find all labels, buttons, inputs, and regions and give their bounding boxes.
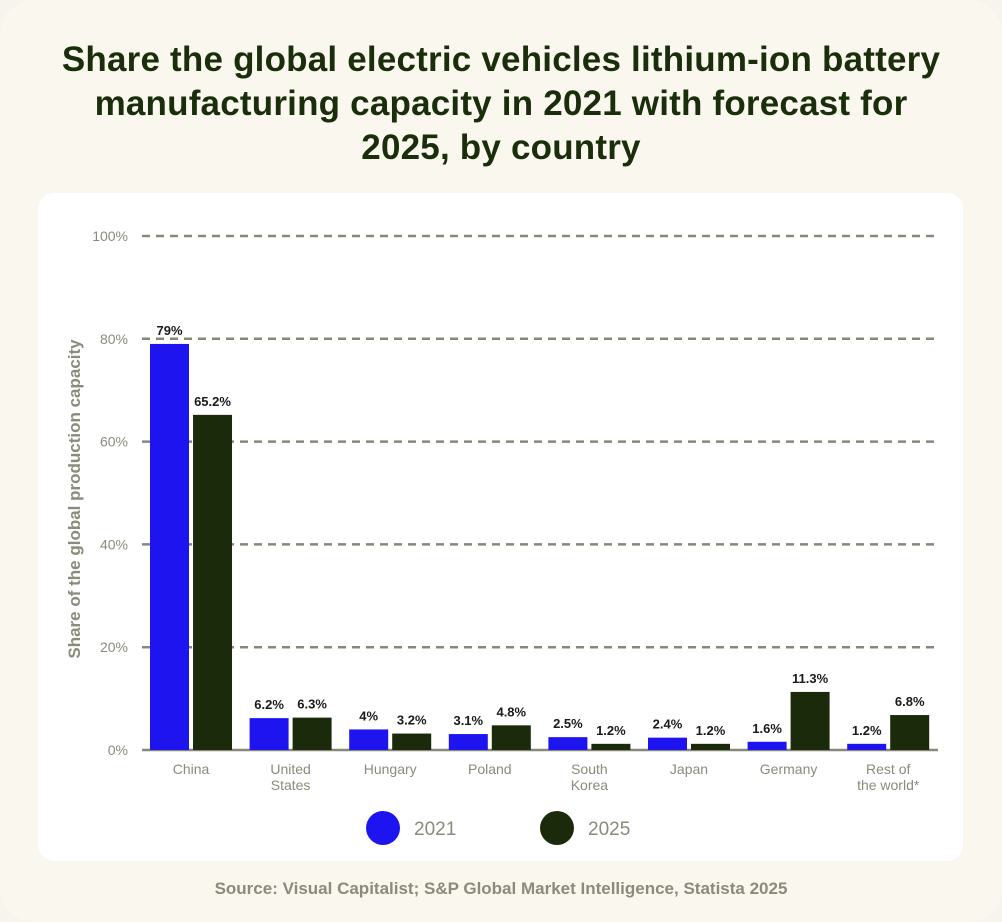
data-label: 4%	[359, 708, 378, 723]
data-label: 65.2%	[194, 394, 231, 409]
data-label: 11.3%	[792, 671, 829, 686]
bar-2025	[591, 743, 631, 750]
data-label: 1.2%	[696, 723, 726, 738]
bar-2025	[392, 733, 432, 750]
x-tick-label: the world*	[857, 777, 920, 793]
x-tick-label: Korea	[571, 777, 609, 793]
bar-2021	[448, 734, 488, 750]
y-tick-label: 100%	[92, 228, 128, 244]
bar-2025	[890, 715, 930, 750]
bar-2021	[747, 741, 787, 750]
bar-2025	[193, 414, 232, 750]
x-tick-label: Germany	[760, 761, 818, 777]
x-tick-label: Rest of	[866, 761, 910, 777]
y-tick-label: 20%	[100, 639, 128, 655]
bar-2025	[790, 691, 830, 750]
data-label: 1.2%	[596, 723, 626, 738]
data-label: 1.2%	[852, 723, 882, 738]
data-label: 4.8%	[496, 704, 526, 719]
x-tick-label: Hungary	[364, 761, 417, 777]
source-note: Source: Visual Capitalist; S&P Global Ma…	[214, 879, 788, 898]
bar-2025	[292, 717, 332, 750]
y-tick-label: 0%	[108, 742, 128, 758]
y-axis-title: Share of the global production capacity	[65, 339, 84, 659]
legend-label-2021: 2021	[414, 819, 456, 840]
x-tick-label: South	[571, 761, 608, 777]
bar-2021	[249, 718, 289, 750]
bar-2025	[691, 743, 730, 750]
chart-title: Share the global electric vehicles lithi…	[61, 40, 941, 167]
data-label: 3.2%	[397, 713, 427, 728]
x-tick-label: States	[271, 777, 311, 793]
bar-2021	[548, 737, 588, 750]
y-tick-label: 60%	[100, 434, 128, 450]
y-tick-label: 40%	[100, 536, 128, 552]
x-tick-label: United	[270, 761, 310, 777]
bar-2021	[847, 743, 887, 750]
x-tick-label: Japan	[670, 761, 708, 777]
data-label: 2.4%	[653, 717, 683, 732]
data-label: 6.8%	[895, 694, 925, 709]
legend-swatch-2021	[366, 811, 400, 845]
data-label: 2.5%	[553, 716, 583, 731]
bar-2021	[150, 343, 189, 750]
bar-2025	[491, 725, 531, 750]
data-label: 3.1%	[453, 713, 483, 728]
legend-swatch-2025	[540, 811, 574, 845]
data-label: 79%	[156, 323, 182, 338]
data-label: 6.2%	[254, 697, 284, 712]
bar-2021	[648, 737, 687, 750]
bar-2021	[349, 729, 389, 750]
data-label: 1.6%	[752, 721, 782, 736]
y-tick-label: 80%	[100, 331, 128, 347]
data-label: 6.3%	[297, 697, 327, 712]
x-tick-label: China	[173, 761, 210, 777]
x-tick-label: Poland	[468, 761, 512, 777]
legend-label-2025: 2025	[588, 819, 630, 840]
